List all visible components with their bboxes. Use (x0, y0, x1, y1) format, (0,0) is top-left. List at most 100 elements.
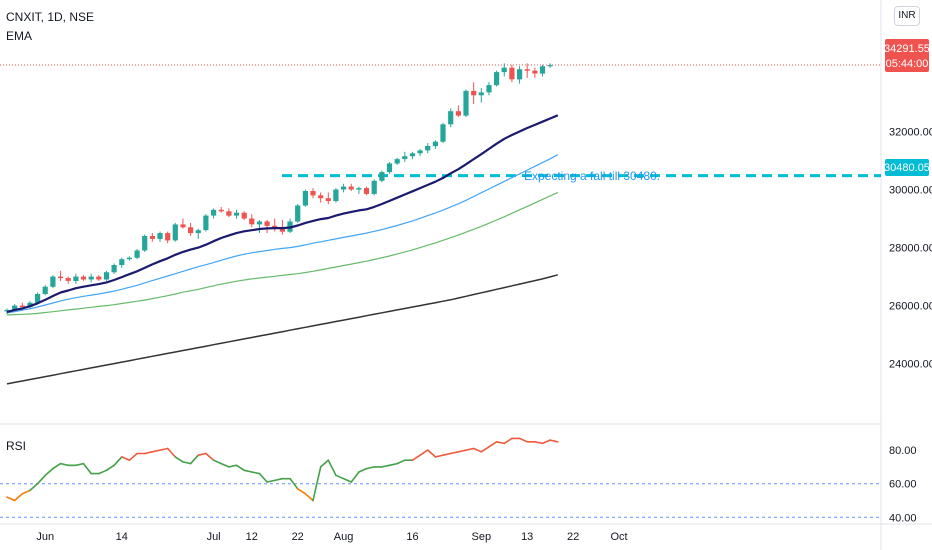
candle-body (19, 305, 25, 308)
rsi-segment (189, 454, 200, 465)
price-tick-label: 24000.00 (889, 359, 932, 371)
rsi-segment (174, 456, 184, 463)
candle-body (448, 111, 454, 125)
candle-body (379, 172, 385, 181)
rsi-segment (151, 449, 161, 453)
rsi-segment (121, 456, 131, 462)
candle-body (165, 233, 171, 241)
candle-body (4, 309, 10, 312)
candle-body (119, 259, 125, 265)
rsi-segment (457, 449, 467, 453)
rsi-segment (243, 469, 253, 473)
candle-body (203, 215, 209, 231)
price-badge-value: 34291.55 (884, 43, 930, 55)
rsi-segment (6, 496, 16, 502)
price-badge: 34291.55 05:44:00 (884, 39, 930, 72)
rsi-segment (365, 466, 376, 470)
ema-long-path (6, 274, 558, 385)
rsi-segment (159, 447, 169, 451)
candle-body (532, 70, 538, 74)
rsi-segment (342, 477, 353, 483)
rsi-segment (442, 452, 452, 457)
rsi-segment (426, 449, 437, 458)
ema-fast-line (6, 114, 559, 314)
price-badge-countdown: 05:44:00 (886, 58, 929, 70)
candle-body (211, 209, 217, 216)
rsi-tick-label: 40.00 (889, 512, 917, 524)
rsi-segment (411, 454, 421, 462)
rsi-line (6, 437, 559, 502)
rsi-segment (205, 452, 215, 462)
candle-body (142, 236, 148, 251)
candle-body (509, 67, 515, 80)
rsi-segment (495, 440, 506, 445)
rsi-segment (197, 452, 207, 457)
rsi-segment (220, 462, 230, 468)
candle-body (295, 205, 301, 222)
level-badge-value: 30480.05 (884, 162, 930, 174)
rsi-segment (304, 492, 314, 502)
indicator-legend-ema[interactable]: EMA (6, 29, 33, 43)
candle-body (455, 111, 461, 116)
price-axis[interactable]: 24000.00 26000.00 28000.00 30000.00 32000.00 (889, 127, 932, 371)
time-tick-label: 12 (246, 531, 258, 543)
rsi-segment (13, 492, 24, 502)
rsi-segment (472, 447, 483, 453)
rsi-segment (143, 450, 154, 455)
candle-body (65, 278, 71, 281)
candle-body (341, 186, 347, 190)
rsi-segment (113, 456, 123, 467)
rsi-segment (319, 459, 330, 468)
chart-annotation: Expecting a fall till 30480. (524, 169, 660, 183)
candle-body (440, 124, 446, 142)
candle-body (333, 189, 339, 202)
candle-body (241, 212, 247, 219)
candle-body (310, 191, 316, 196)
rsi-segment (258, 472, 268, 483)
rsi-segment (396, 459, 406, 465)
candle-body (134, 250, 140, 258)
rsi-segment (289, 477, 299, 490)
rsi-reference-lines (0, 483, 881, 518)
rsi-segment (166, 447, 177, 458)
candlestick-series (4, 63, 553, 315)
rsi-segment (59, 462, 69, 467)
candle-body (88, 276, 94, 280)
candle-body (486, 85, 492, 93)
currency-button[interactable]: INR (894, 6, 920, 26)
time-tick-label: Aug (334, 531, 354, 543)
candle-body (494, 72, 500, 86)
ema-fast-path (6, 114, 559, 314)
rsi-segment (212, 459, 222, 465)
time-tick-label: Sep (472, 531, 492, 543)
candle-body (432, 141, 438, 147)
rsi-segment (350, 471, 360, 483)
candle-body (195, 230, 201, 234)
rsi-segment (534, 440, 544, 445)
symbol-title[interactable]: CNXIT, 1D, NSE (6, 10, 95, 24)
candle-body (417, 150, 423, 154)
rsi-segment (358, 467, 368, 473)
ema-slow-path (6, 191, 559, 316)
rsi-segment (128, 452, 138, 462)
time-tick-label: Oct (610, 531, 627, 543)
rsi-segment (228, 464, 238, 468)
candle-body (386, 163, 393, 173)
rsi-segment (266, 479, 276, 483)
rsi-segment (235, 464, 245, 472)
rsi-segment (480, 445, 490, 453)
candle-body (478, 92, 484, 96)
price-tick-label: 30000.00 (889, 185, 932, 197)
level-badge: 30480.05 (884, 159, 930, 176)
time-axis[interactable]: Jun 14 Jul 12 22 Aug 16 Sep 13 22 Oct (36, 531, 627, 543)
candle-body (42, 286, 48, 294)
candle-body (402, 156, 408, 160)
rsi-segment (44, 467, 54, 477)
candle-body (539, 66, 546, 74)
candle-body (180, 224, 186, 228)
rsi-segment (98, 469, 108, 475)
indicator-legend-rsi[interactable]: RSI (6, 439, 27, 453)
candle-body (218, 209, 224, 212)
rsi-tick-label: 80.00 (889, 445, 917, 457)
